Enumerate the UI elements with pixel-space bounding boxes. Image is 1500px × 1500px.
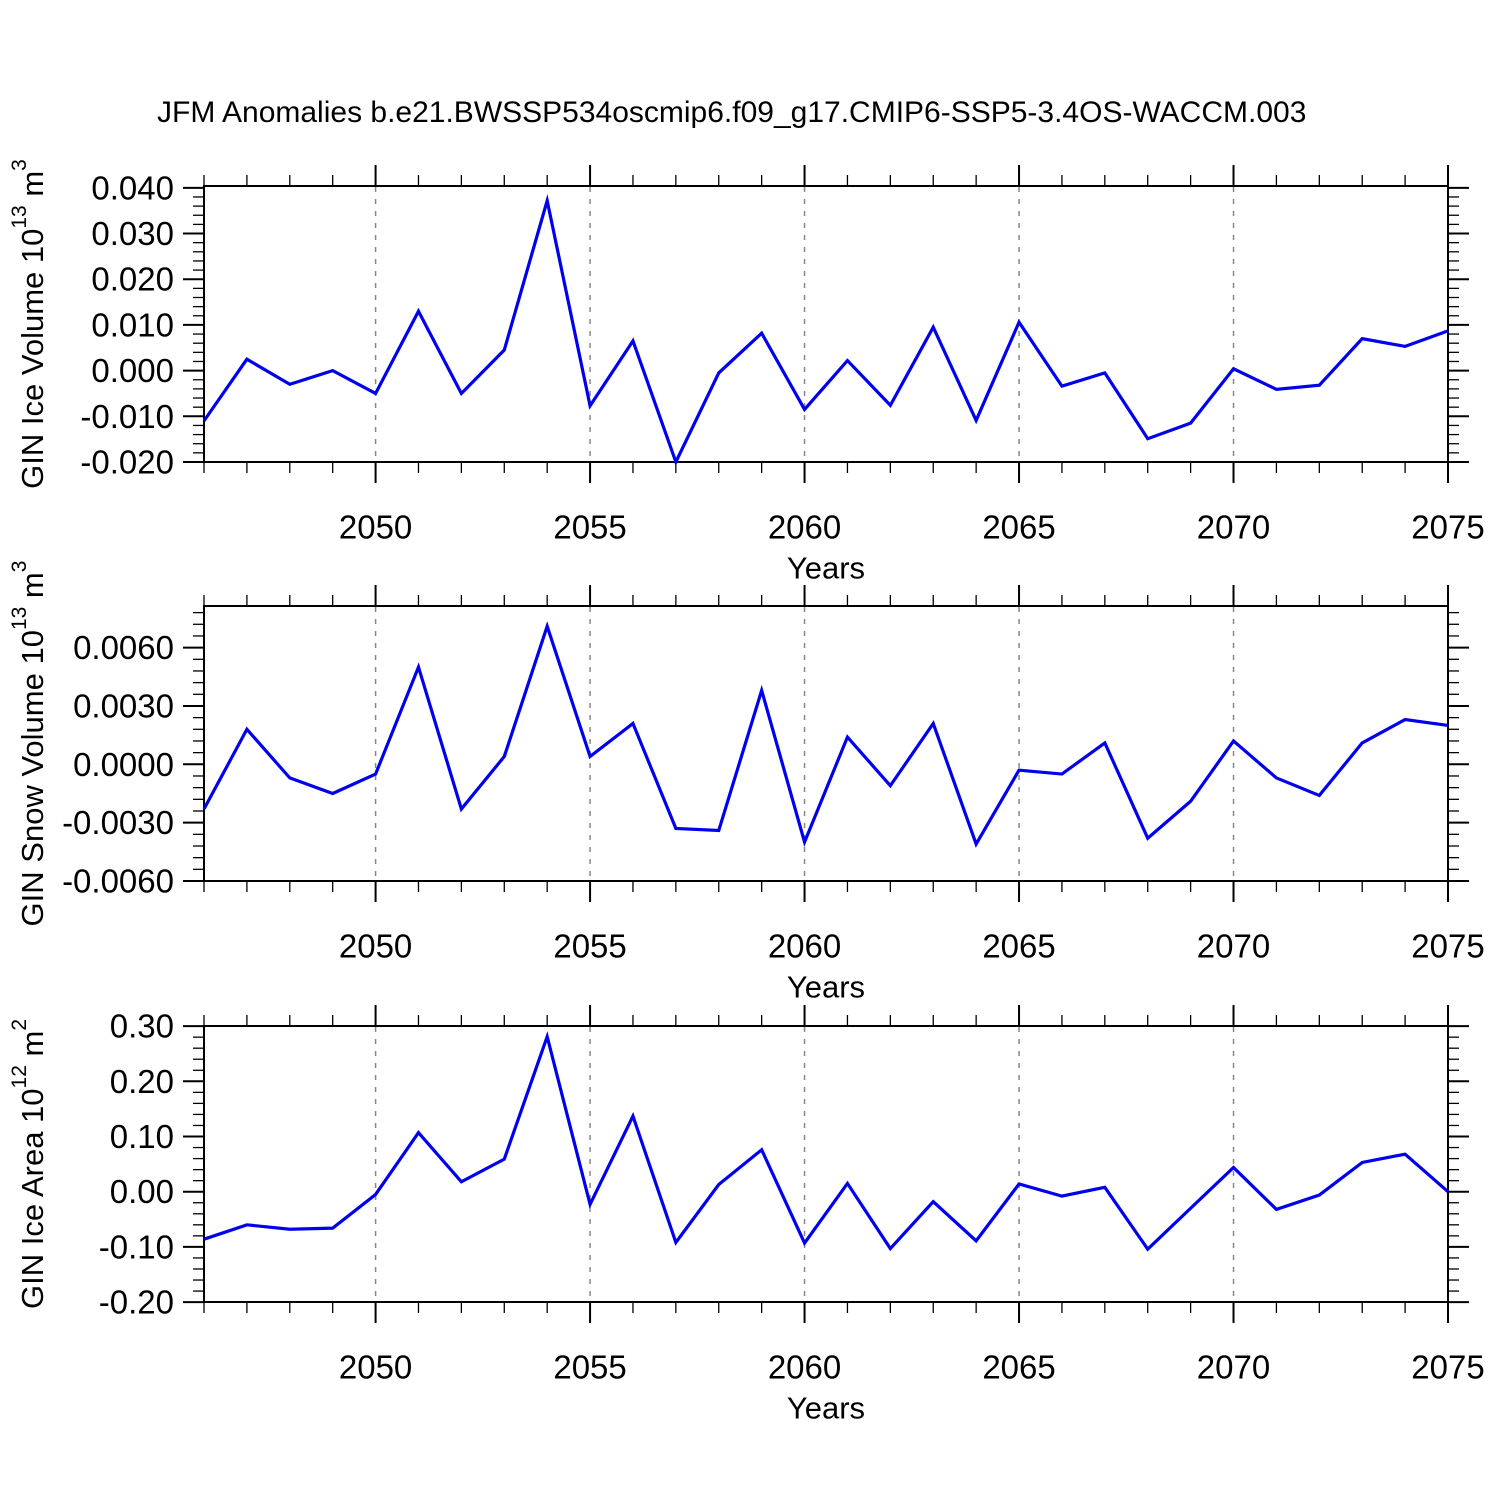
panel-3-yaxis-title: GIN Ice Area 1012 m2 — [8, 1019, 50, 1309]
panel-3-ytick-label: 0.20 — [110, 1063, 174, 1100]
panel-1-ytick-label: 0.000 — [91, 352, 174, 389]
superscript: 13 — [8, 607, 31, 630]
panel-2-ytick-label: 0.0060 — [73, 629, 174, 666]
panel-3-ytick-label: -0.10 — [99, 1228, 174, 1265]
panel-1-xtick-label: 2060 — [768, 509, 841, 546]
panel-1-ytick-label: 0.040 — [91, 169, 174, 206]
superscript: 12 — [8, 1065, 31, 1088]
panel-2-xaxis-title: Years — [787, 970, 865, 1005]
panel-1-xtick-label: 2050 — [339, 509, 412, 546]
panel-2-frame — [203, 605, 1449, 882]
panel-1-xaxis-title: Years — [787, 551, 865, 586]
panel-2-xtick-label: 2050 — [339, 928, 412, 965]
panel-2-ytick-label: -0.0030 — [62, 804, 174, 841]
superscript: 3 — [8, 159, 31, 171]
panel-1-ytick-label: 0.030 — [91, 215, 174, 252]
panel-2-ytick-label: -0.0060 — [62, 863, 174, 900]
panel-3-ytick-label: -0.20 — [99, 1284, 174, 1321]
panel-3-frame — [203, 1025, 1449, 1303]
panel-2-xtick-label: 2075 — [1411, 928, 1484, 965]
panel-2-xtick-label: 2070 — [1197, 928, 1270, 965]
superscript: 13 — [8, 205, 31, 228]
panel-3-xtick-label: 2075 — [1411, 1349, 1484, 1386]
panel-2-xtick-label: 2055 — [553, 928, 626, 965]
superscript: 3 — [8, 561, 31, 573]
panel-3-ytick-label: 0.10 — [110, 1118, 174, 1155]
panel-2-xtick-label: 2065 — [982, 928, 1055, 965]
panel-2-ytick-label: 0.0000 — [73, 746, 174, 783]
panel-1-ytick-label: -0.010 — [80, 398, 174, 435]
figure-title: JFM Anomalies b.e21.BWSSP534oscmip6.f09_… — [157, 96, 1307, 129]
panel-1-ytick-label: 0.020 — [91, 261, 174, 298]
panel-2-yaxis-title: GIN Snow Volume 1013 m3 — [8, 561, 50, 927]
panel-1-data-line — [202, 193, 1449, 467]
panel-2-xtick-label: 2060 — [768, 928, 841, 965]
panel-1-frame — [203, 185, 1449, 463]
panel-3-data-line — [203, 1031, 1450, 1252]
panel-1-xtick-label: 2075 — [1411, 509, 1484, 546]
panel-3-xaxis-title: Years — [787, 1391, 865, 1426]
panel-3-ytick-label: 0.00 — [110, 1173, 174, 1210]
panel-3-xtick-label: 2055 — [553, 1349, 626, 1386]
panel-1-xtick-label: 2065 — [982, 509, 1055, 546]
superscript: 2 — [8, 1019, 31, 1031]
panel-3-xtick-label: 2050 — [339, 1349, 412, 1386]
panel-3-xtick-label: 2065 — [982, 1349, 1055, 1386]
panel-1-ytick-label: 0.010 — [91, 306, 174, 343]
panel-1-yaxis-title: GIN Ice Volume 1013 m3 — [8, 159, 50, 489]
panel-1-xtick-label: 2070 — [1197, 509, 1270, 546]
panel-3-xtick-label: 2070 — [1197, 1349, 1270, 1386]
panel-2-ytick-label: 0.0030 — [73, 687, 174, 724]
panel-3-ytick-label: 0.30 — [110, 1008, 174, 1045]
panel-2-data-line — [202, 621, 1449, 848]
panel-1-ytick-label: -0.020 — [80, 444, 174, 481]
panel-3-xtick-label: 2060 — [768, 1349, 841, 1386]
panel-1-xtick-label: 2055 — [553, 509, 626, 546]
